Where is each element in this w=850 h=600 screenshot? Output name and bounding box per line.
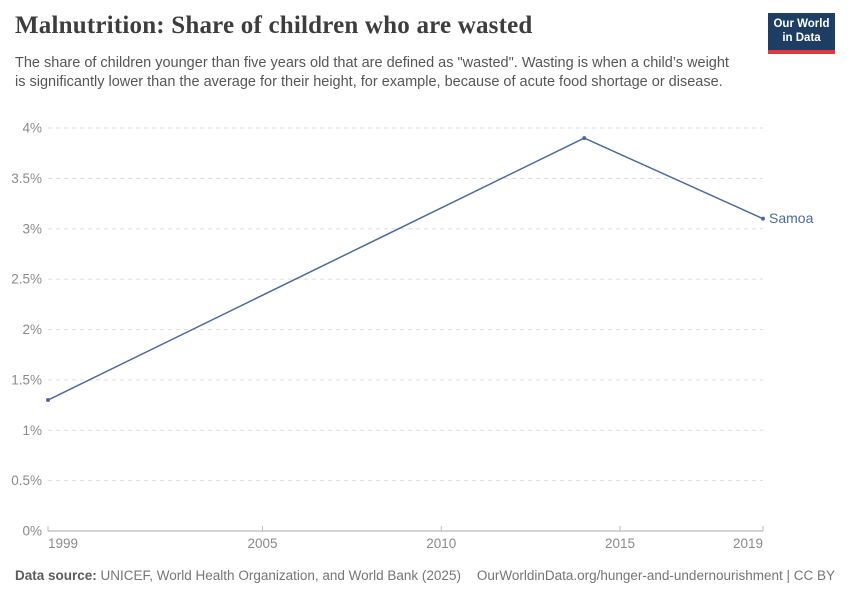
y-axis-tick-label: 2.5% (11, 272, 42, 287)
y-axis-tick-label: 2% (22, 322, 42, 337)
y-axis-tick-label: 1% (22, 423, 42, 438)
x-axis-tick-label: 2005 (247, 536, 277, 551)
y-axis-tick-label: 0% (22, 524, 42, 539)
x-axis-tick-label: 2010 (426, 536, 456, 551)
chart-title: Malnutrition: Share of children who are … (15, 12, 533, 39)
chart-footer: Data source: UNICEF, World Health Organi… (15, 568, 835, 583)
data-point-marker[interactable] (761, 216, 765, 221)
y-axis-tick-label: 4% (22, 121, 42, 136)
entity-label[interactable]: Samoa (769, 210, 814, 226)
footer-citation-link: OurWorldinData.org/hunger-and-undernouri… (476, 568, 835, 583)
x-axis-tick-label: 2019 (733, 536, 763, 551)
chart-subtitle: The share of children younger than five … (15, 55, 729, 91)
data-source-text: UNICEF, World Health Organization, and W… (96, 568, 461, 583)
x-axis-tick-label: 1999 (48, 536, 78, 551)
series-line-samoa[interactable] (47, 137, 764, 401)
y-axis-tick-label: 3% (22, 221, 42, 236)
owid-logo-line2: in Data (782, 31, 821, 44)
data-point-marker[interactable] (46, 398, 50, 403)
y-axis-tick-label: 1.5% (11, 372, 42, 387)
owid-logo[interactable]: Our World in Data (768, 13, 835, 54)
owid-logo-line1: Our World (773, 17, 830, 30)
x-axis-tick-label: 2015 (605, 536, 635, 551)
y-axis-tick-label: 0.5% (11, 473, 42, 488)
y-axis-tick-label: 3.5% (11, 171, 42, 186)
data-source: Data source: UNICEF, World Health Organi… (15, 568, 461, 583)
data-point-marker[interactable] (582, 136, 587, 141)
data-source-label: Data source: (15, 568, 97, 583)
